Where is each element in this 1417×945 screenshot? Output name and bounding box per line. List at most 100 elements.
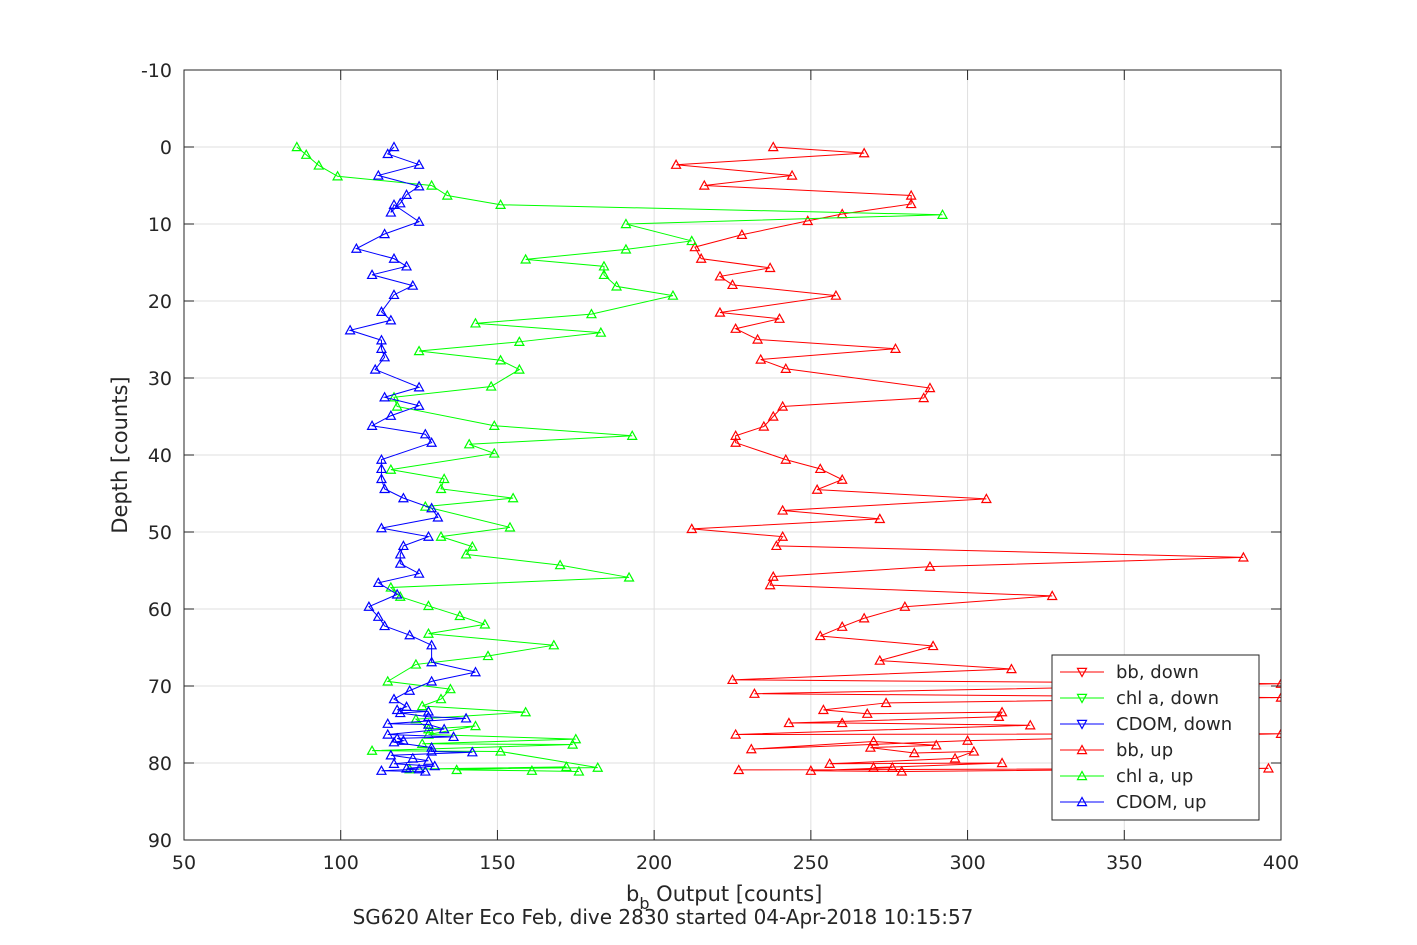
legend-label: chl a, down [1116,688,1219,709]
data-point [391,732,403,743]
legend-marker [1076,719,1088,730]
data-point [379,351,391,362]
data-point [836,717,848,728]
y-tick-label: 0 [160,137,172,159]
data-point [495,745,507,756]
data-point [369,363,381,374]
data-point [767,410,779,421]
data-point [385,206,397,217]
data-point [513,336,525,347]
data-point [858,612,870,623]
data-point [595,326,607,337]
data-point [858,147,870,158]
y-tick-label: -10 [141,60,172,82]
data-point [730,728,742,739]
data-point [382,717,394,728]
data-point [526,764,538,775]
y-tick-label: 50 [148,522,172,544]
data-point [426,675,438,686]
data-point [435,483,447,494]
data-point [730,322,742,333]
legend-label: CDOM, down [1116,714,1232,735]
data-point [889,343,902,353]
data-point [817,704,829,715]
data-point [777,530,789,541]
data-point [733,764,745,775]
data-point [949,752,961,763]
data-point [504,521,516,532]
data-point [332,170,344,181]
data-point [868,761,880,772]
legend-marker [1076,693,1088,704]
data-point [466,540,478,551]
data-point [388,391,400,402]
data-point [366,269,378,280]
data-point [1046,590,1058,601]
data-point [814,463,826,474]
data-point [382,728,394,739]
data-point [394,197,406,208]
data-point [573,765,585,776]
legend-entry: bb, up [1060,740,1173,761]
data-point [388,141,400,152]
data-point [908,747,920,758]
data-point [830,289,842,300]
y-tick-label: 20 [148,291,172,313]
data-point [513,363,525,374]
legend-entry: chl a, down [1060,688,1219,709]
data-point [836,473,848,484]
data-point [435,693,447,704]
data-point [391,588,403,599]
data-point [454,610,466,621]
data-point [623,571,635,582]
data-point [570,733,582,744]
data-point [930,739,942,750]
data-point [770,540,782,551]
data-point [968,745,980,756]
y-tick-label: 60 [148,599,172,621]
data-point [344,324,356,335]
data-point [379,391,391,402]
data-point [1275,691,1281,702]
data-point [429,760,441,771]
data-point [375,343,387,353]
data-point [767,570,779,581]
data-point [811,483,823,494]
data-point [767,141,779,152]
data-point [422,705,434,716]
data-point [426,502,438,513]
data-point [726,279,739,290]
x-tick-label: 350 [1106,852,1142,874]
legend-entry: CDOM, up [1060,792,1206,813]
data-point [397,492,409,503]
series-line-chl-a-up [296,146,943,772]
data-point [379,228,391,239]
data-point [905,198,917,209]
data-point [868,735,880,746]
data-point [388,736,400,747]
data-point [548,639,560,650]
data-point [962,734,974,745]
data-point [1262,762,1274,773]
data-point [426,436,438,447]
data-point [397,734,409,745]
data-point [495,354,507,365]
data-point [401,701,413,711]
data-point [924,382,936,393]
data-point [438,473,450,484]
legend-entries: bb, down chl a, down CDOM, down bb, up chl a… [1060,662,1232,813]
data-point [388,199,400,209]
data-point [385,749,397,760]
data-point [695,252,707,263]
data-point [363,600,375,611]
data-point [836,620,848,631]
data-point [626,430,638,440]
data-point [485,380,497,391]
data-point [670,158,682,169]
series-cdom-up [344,141,482,776]
data-point [864,741,876,752]
data-point [410,658,422,669]
data-point [291,141,303,152]
data-point [413,345,425,356]
data-point [786,169,798,180]
